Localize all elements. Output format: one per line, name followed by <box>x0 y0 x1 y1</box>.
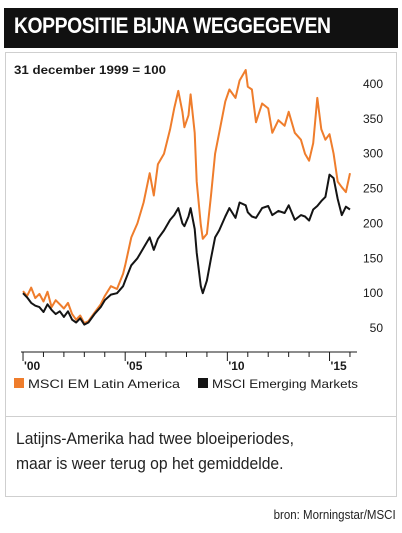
source-credit: bron: Morningstar/MSCI <box>273 508 396 522</box>
legend-label-latin-america: MSCI EM Latin America <box>28 377 180 391</box>
legend: MSCI EM Latin America MSCI Emerging Mark… <box>14 377 358 391</box>
x-tick-label: '00 <box>24 359 41 373</box>
caption-line-1: Latijns-Amerika had twee bloeiperiodes, <box>16 430 294 448</box>
y-tick-label: 150 <box>363 251 383 265</box>
caption-line-2: maar is weer terug op het gemiddelde. <box>16 455 284 473</box>
x-axis: '00 '05 '10 '15 <box>21 351 357 373</box>
chart-panel <box>5 52 397 497</box>
y-tick-label: 350 <box>363 112 383 126</box>
x-tick-label: '10 <box>228 359 245 373</box>
x-tick-label: '15 <box>331 359 348 373</box>
y-axis: 50 100 150 200 250 300 350 400 <box>363 77 383 335</box>
y-tick-label: 200 <box>363 216 383 230</box>
x-tick-label: '05 <box>126 359 143 373</box>
y-tick-label: 50 <box>370 321 384 335</box>
legend-swatch-emerging-markets <box>198 378 208 388</box>
chart-title: KOPPOSITIE BIJNA WEGGEGEVEN <box>14 13 331 38</box>
y-tick-label: 100 <box>363 286 383 300</box>
line-chart: 31 december 1999 = 100 50 100 150 200 250 300… <box>14 63 383 391</box>
y-tick-label: 400 <box>363 77 383 91</box>
series-line-emerging-markets <box>22 173 351 326</box>
chart-note: 31 december 1999 = 100 <box>14 63 166 77</box>
divider <box>6 416 396 417</box>
caption: Latijns-Amerika had twee bloeiperiodes, … <box>16 427 386 477</box>
series-line-latin-america <box>22 69 351 325</box>
series-lines <box>22 69 351 326</box>
legend-swatch-latin-america <box>14 378 24 388</box>
y-tick-label: 250 <box>363 182 383 196</box>
y-tick-label: 300 <box>363 147 383 161</box>
legend-label-emerging-markets: MSCI Emerging Markets <box>212 377 358 391</box>
title-bar: KOPPOSITIE BIJNA WEGGEGEVEN <box>4 8 398 48</box>
